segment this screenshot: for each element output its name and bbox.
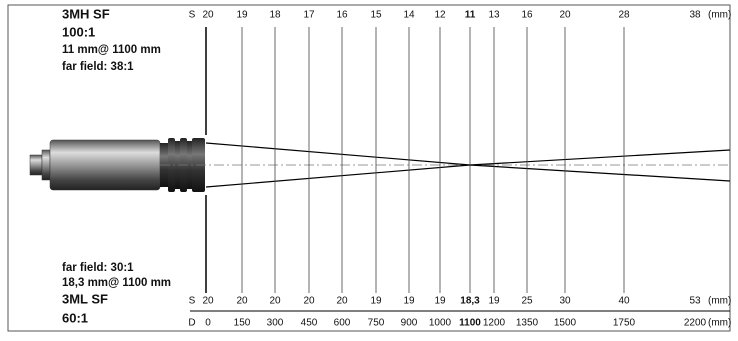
scale-value: 38 bbox=[689, 10, 701, 21]
scale-value: 28 bbox=[618, 10, 630, 21]
spot: 18,3 mm@ 1100 mm bbox=[62, 277, 171, 289]
scale-value: 12 bbox=[434, 10, 446, 21]
scale-value: 1000 bbox=[429, 318, 452, 329]
scale-value: 900 bbox=[401, 318, 418, 329]
ratio: 60:1 bbox=[62, 310, 88, 325]
scale-value: 18 bbox=[269, 10, 281, 21]
scale-value: 1200 bbox=[483, 318, 506, 329]
scale-value: 1750 bbox=[613, 318, 636, 329]
scale-value: 14 bbox=[403, 10, 415, 21]
scale-value: 25 bbox=[521, 296, 533, 307]
scale-label: D bbox=[188, 318, 195, 329]
scale-value: 20 bbox=[269, 296, 281, 307]
scales: S 20 19 18 17 16 15 14 12 11 13 16 20 28 38 (mm) S 20 20 20… bbox=[188, 10, 731, 329]
scale-value: 19 bbox=[403, 296, 415, 307]
scale-unit: (mm) bbox=[708, 296, 731, 307]
beam-edge bbox=[205, 164, 731, 188]
scale-value: 17 bbox=[303, 10, 315, 21]
far-field: far field: 30:1 bbox=[62, 262, 134, 274]
scale-value: 0 bbox=[205, 318, 211, 329]
scale-unit: (mm) bbox=[708, 10, 731, 21]
scale-value: 1100 bbox=[459, 318, 481, 329]
scale-value: 1500 bbox=[554, 318, 577, 329]
scale-value: 11 bbox=[465, 10, 476, 21]
ratio: 100:1 bbox=[62, 24, 95, 39]
scale-value: 2200 bbox=[684, 318, 707, 329]
scale-label: S bbox=[189, 296, 196, 307]
scale-value: 1350 bbox=[516, 318, 539, 329]
scale-value: 750 bbox=[368, 318, 385, 329]
scale-value: 20 bbox=[336, 296, 348, 307]
scale-value: 300 bbox=[267, 318, 284, 329]
scale-value: 20 bbox=[202, 296, 214, 307]
scale-value: 450 bbox=[301, 318, 318, 329]
scale-value: 18,3 bbox=[460, 296, 480, 307]
scale-value: 40 bbox=[618, 296, 630, 307]
scale-unit: (mm) bbox=[708, 318, 731, 329]
scale-value: 30 bbox=[559, 296, 571, 307]
model: 3ML SF bbox=[62, 291, 108, 306]
scale-value: 16 bbox=[336, 10, 348, 21]
scale-value: 19 bbox=[370, 296, 382, 307]
beam-edge bbox=[205, 142, 731, 166]
spot: 11 mm@ 1100 mm bbox=[62, 44, 161, 56]
far-field: far field: 38:1 bbox=[62, 61, 134, 73]
scale-value: 20 bbox=[559, 10, 571, 21]
scale-value: 150 bbox=[234, 318, 251, 329]
scale-label: S bbox=[189, 10, 196, 21]
scale-value: 20 bbox=[202, 10, 214, 21]
model: 3MH SF bbox=[62, 6, 110, 21]
scale-value: 19 bbox=[236, 10, 248, 21]
scale-value: 13 bbox=[488, 10, 500, 21]
scale-value: 600 bbox=[334, 318, 351, 329]
scale-value: 19 bbox=[434, 296, 446, 307]
scale-value: 53 bbox=[689, 296, 701, 307]
frame bbox=[7, 4, 731, 332]
scale-value: 15 bbox=[370, 10, 382, 21]
scale-value: 16 bbox=[521, 10, 533, 21]
scale-value: 20 bbox=[236, 296, 248, 307]
scale-value: 20 bbox=[303, 296, 315, 307]
scale-value: 19 bbox=[488, 296, 500, 307]
